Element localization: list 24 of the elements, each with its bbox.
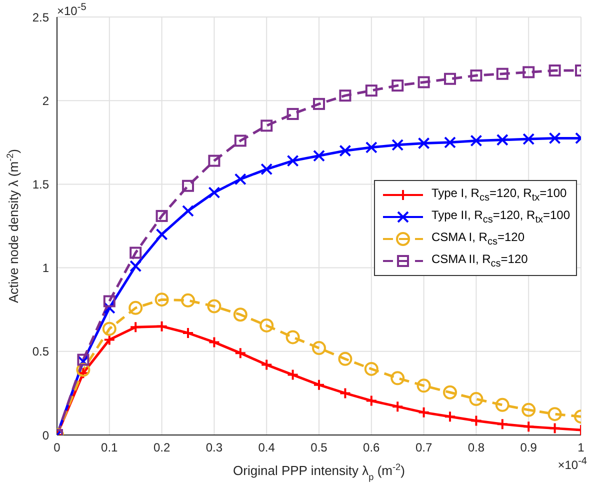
legend-label: Type I, R$_{cs}$=120, R$_{tx}$=100 [431, 186, 567, 204]
x-tick-label: 0.3 [206, 440, 223, 455]
x-tick-label: 0.5 [310, 440, 328, 455]
annotation: ×10$^{-5}$ [57, 2, 86, 18]
x-tick-label: 0.9 [520, 440, 538, 455]
x-axis-title: Original PPP intensity λ$_{p}$ (m$^{-2}$) [233, 462, 405, 482]
legend-label: CSMA II, R$_{cs}$=120 [431, 252, 528, 270]
x-tick-label: 0.8 [468, 440, 485, 455]
y-tick-label: 2 [42, 94, 50, 108]
y-tick-label: 1 [42, 261, 50, 276]
x-tick-label: 0.4 [258, 440, 276, 455]
y-tick-label: 1.5 [32, 177, 50, 192]
legend-label: Type II, R$_{cs}$=120, R$_{tx}$=100 [431, 208, 570, 226]
x-tick-label: 0.1 [101, 440, 118, 455]
y-tick-label: 0 [42, 428, 50, 442]
x-tick-label: 1 [578, 440, 585, 455]
text: ×10$^{-4}$ [558, 456, 587, 472]
y-tick-label: 0.5 [32, 344, 50, 359]
x-tick-label: 0 [54, 440, 61, 455]
y-tick-label: 2.5 [32, 10, 50, 24]
legend-label: CSMA I, R$_{cs}$=120 [431, 230, 524, 248]
x-tick-label: 0.2 [153, 440, 170, 455]
x-tick-label: 0.6 [363, 440, 380, 455]
x-tick-label: 0.7 [415, 440, 432, 455]
